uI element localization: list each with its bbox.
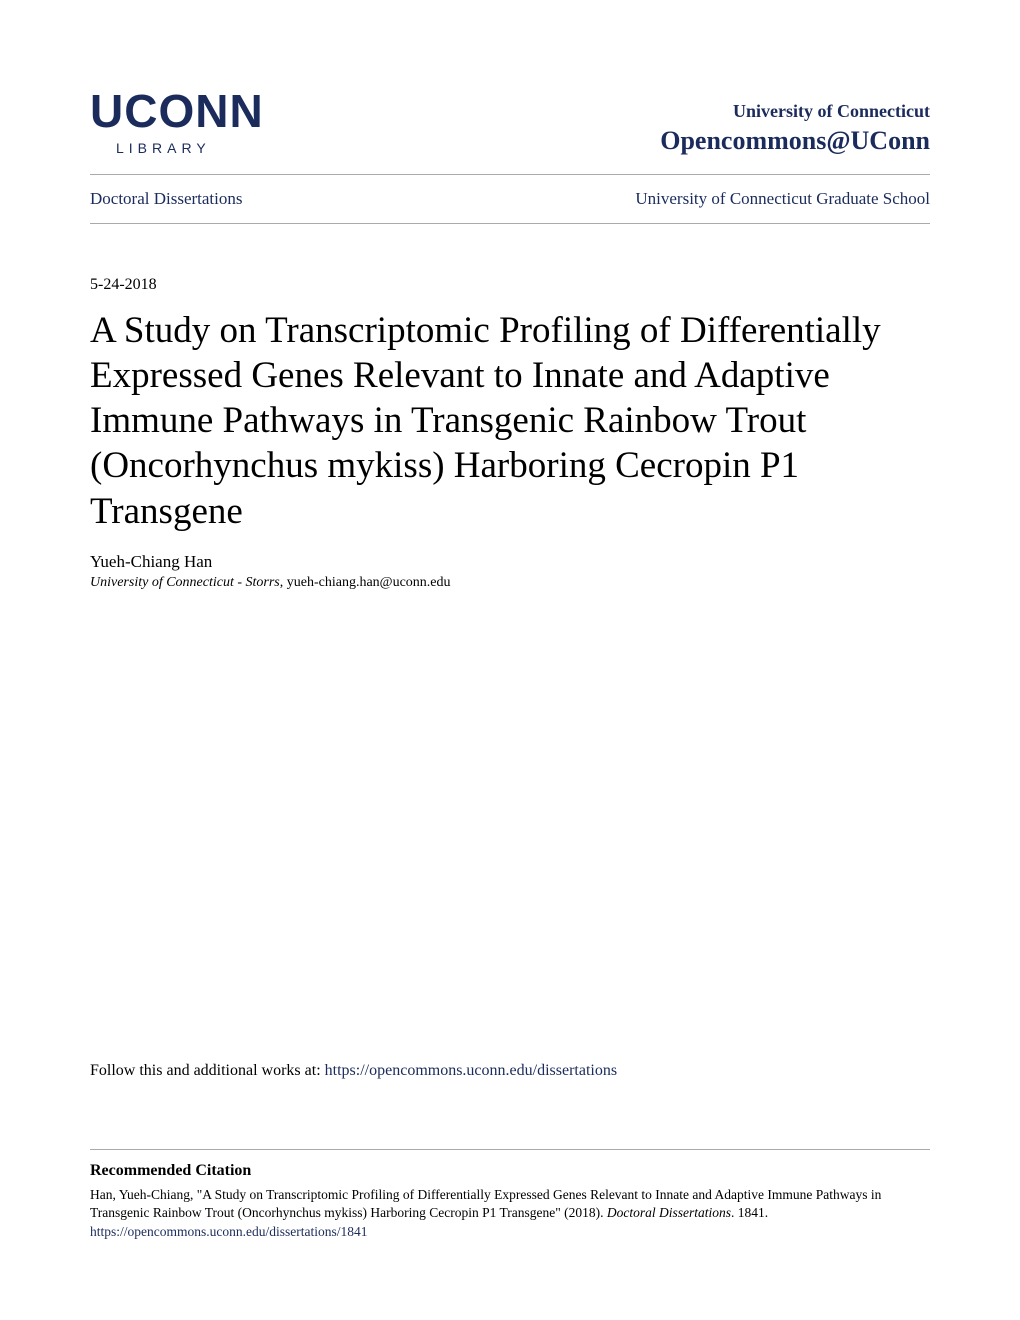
breadcrumb-collection[interactable]: Doctoral Dissertations bbox=[90, 189, 243, 209]
breadcrumb-row: Doctoral Dissertations University of Con… bbox=[90, 175, 930, 223]
breadcrumb-school[interactable]: University of Connecticut Graduate Schoo… bbox=[635, 189, 930, 209]
header-divider-bottom bbox=[90, 223, 930, 224]
citation-italic: Doctoral Dissertations bbox=[607, 1205, 731, 1220]
citation-heading: Recommended Citation bbox=[90, 1162, 930, 1180]
logo-main: UCONN bbox=[90, 88, 264, 134]
document-date: 5-24-2018 bbox=[90, 276, 930, 294]
header-row: UCONN LIBRARY University of Connecticut … bbox=[90, 88, 930, 156]
repository-name[interactable]: Opencommons@UConn bbox=[660, 126, 930, 156]
logo-sub: LIBRARY bbox=[116, 140, 211, 156]
document-affiliation: University of Connecticut - Storrs, yueh… bbox=[90, 575, 930, 591]
follow-prefix: Follow this and additional works at: bbox=[90, 1062, 325, 1079]
follow-section: Follow this and additional works at: htt… bbox=[90, 1062, 930, 1080]
citation-url[interactable]: https://opencommons.uconn.edu/dissertati… bbox=[90, 1224, 930, 1240]
affiliation-email: , yueh-chiang.han@uconn.edu bbox=[280, 575, 451, 590]
follow-link[interactable]: https://opencommons.uconn.edu/dissertati… bbox=[325, 1062, 617, 1079]
citation-section: Recommended Citation Han, Yueh-Chiang, "… bbox=[90, 1149, 930, 1240]
logo-block: UCONN LIBRARY bbox=[90, 88, 264, 156]
document-author: Yueh-Chiang Han bbox=[90, 552, 930, 572]
institution-name: University of Connecticut bbox=[660, 101, 930, 122]
institution-block: University of Connecticut Opencommons@UC… bbox=[660, 101, 930, 156]
document-title: A Study on Transcriptomic Profiling of D… bbox=[90, 308, 930, 534]
citation-part2: . 1841. bbox=[731, 1205, 768, 1220]
citation-text: Han, Yueh-Chiang, "A Study on Transcript… bbox=[90, 1186, 930, 1222]
citation-divider bbox=[90, 1149, 930, 1150]
affiliation-institution: University of Connecticut - Storrs bbox=[90, 575, 280, 590]
